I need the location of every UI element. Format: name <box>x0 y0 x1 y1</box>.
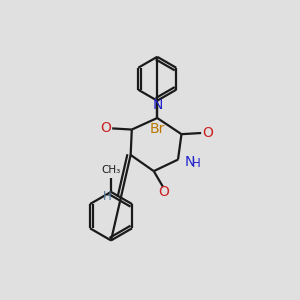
Text: Br: Br <box>149 122 165 136</box>
Text: O: O <box>202 126 214 140</box>
Text: N: N <box>184 155 195 169</box>
Text: O: O <box>159 185 170 199</box>
Text: N: N <box>152 98 163 112</box>
Text: CH₃: CH₃ <box>101 165 121 175</box>
Text: H: H <box>103 190 112 203</box>
Text: H: H <box>192 157 201 169</box>
Text: O: O <box>100 122 111 135</box>
